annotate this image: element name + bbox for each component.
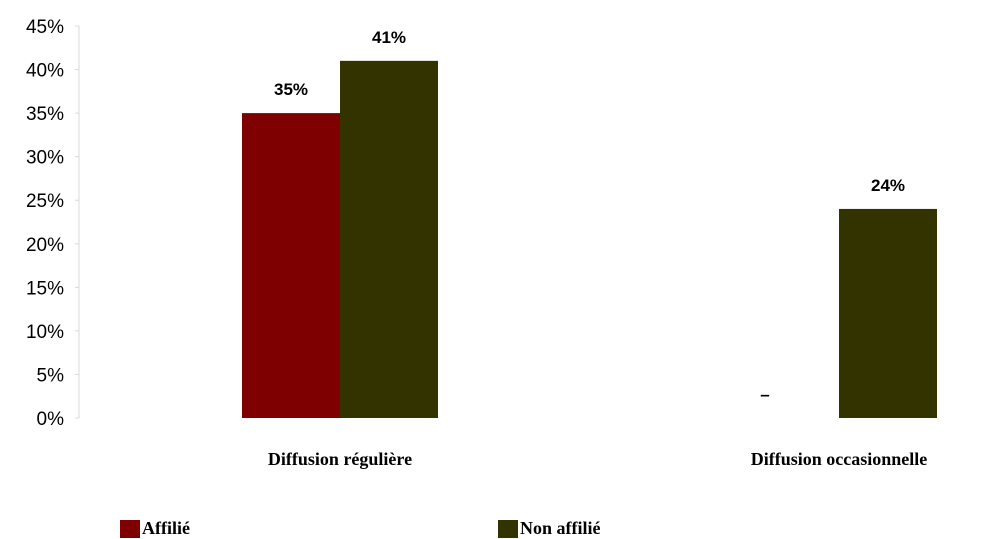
- legend-swatch-affilie: [120, 519, 140, 538]
- y-tick-label: 30%: [26, 148, 64, 169]
- x-category-label: Diffusion occasionnelle: [751, 449, 928, 469]
- x-category-label: Diffusion régulière: [268, 449, 412, 469]
- y-tick-label: 25%: [26, 191, 64, 212]
- legend-label-affilie: Affilié: [142, 518, 190, 538]
- y-tick-label: 10%: [26, 322, 64, 343]
- bar: [839, 208, 937, 418]
- data-label: –: [760, 385, 769, 404]
- legend-item-non-affilie: Non affilié: [498, 518, 601, 539]
- bar: [242, 113, 340, 418]
- y-tick-label: 45%: [26, 17, 64, 38]
- y-tick-label: 0%: [37, 409, 65, 430]
- legend-item-affilie: Affilié: [120, 518, 190, 539]
- data-label: 35%: [274, 80, 308, 99]
- data-label: 41%: [372, 28, 406, 47]
- chart-svg: 0% 5% 10% 15% 20% 25% 30% 35% 40% 45% 35% 41% Diffus…: [26, 17, 937, 469]
- y-tick-label: 20%: [26, 235, 64, 256]
- data-label: 24%: [871, 176, 905, 195]
- legend-label-non-affilie: Non affilié: [520, 518, 601, 538]
- legend-swatch-non-affilie: [498, 519, 518, 538]
- bar: [340, 60, 438, 418]
- y-tick-label: 15%: [26, 278, 64, 299]
- y-tick-label: 35%: [26, 104, 64, 125]
- y-tick-label: 40%: [26, 61, 64, 82]
- y-tick-label: 5%: [37, 365, 65, 386]
